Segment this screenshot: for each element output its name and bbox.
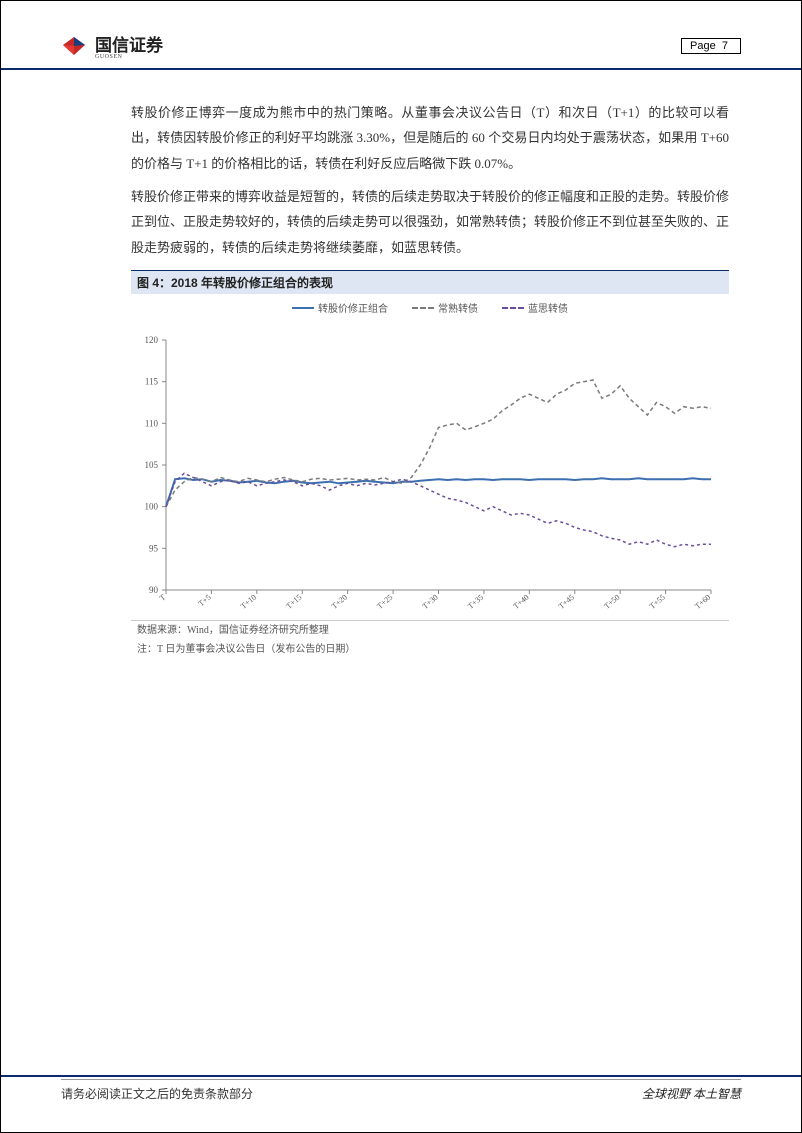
figure-title: 图 4：2018 年转股价修正组合的表现 (131, 270, 729, 294)
svg-text:T+35: T+35 (466, 593, 485, 611)
legend-label-1: 转股价修正组合 (318, 300, 388, 315)
paragraph-1: 转股价修正博弈一度成为熊市中的热门策略。从董事会决议公告日（T）和次日（T+1）… (131, 100, 729, 176)
line-chart-svg: 90 95 100 105 110 115 120 T T+5 T+10 T+15 T+20 T+25 T… (131, 315, 721, 615)
svg-text:100: 100 (145, 502, 159, 512)
svg-text:115: 115 (145, 377, 159, 387)
paragraph-2: 转股价修正带来的博弈收益是短暂的，转债的后续走势取决于转股价的修正幅度和正股的走… (131, 184, 729, 260)
svg-text:T+45: T+45 (557, 593, 576, 611)
svg-text:T+20: T+20 (330, 593, 349, 611)
svg-text:90: 90 (149, 585, 159, 595)
page-number-box: Page 7 (681, 38, 741, 54)
legend-item-changshu: 常熟转债 (412, 300, 478, 315)
svg-text:T+40: T+40 (511, 593, 530, 611)
svg-text:T+15: T+15 (284, 593, 303, 611)
page-header: 国信证券 GUOSEN Page 7 (1, 1, 801, 70)
footer-disclaimer: 请务必阅读正文之后的免责条款部分 (61, 1085, 253, 1102)
svg-text:95: 95 (149, 543, 159, 553)
legend-label-3: 蓝思转债 (528, 300, 568, 315)
legend-item-portfolio: 转股价修正组合 (292, 300, 388, 315)
svg-text:T+60: T+60 (693, 593, 712, 611)
svg-text:T+5: T+5 (197, 593, 213, 609)
logo-text-wrap: 国信证券 GUOSEN (95, 31, 163, 60)
svg-text:110: 110 (145, 418, 159, 428)
figure-note: 注：T 日为董事会决议公告日（发布公告的日期） (131, 640, 729, 659)
svg-text:T+25: T+25 (375, 593, 394, 611)
figure-4: 图 4：2018 年转股价修正组合的表现 转股价修正组合 常熟转债 蓝思转债 9… (131, 270, 729, 659)
svg-text:T: T (158, 593, 168, 603)
company-logo: 国信证券 GUOSEN (61, 31, 163, 60)
footer-slogan: 全球视野 本土智慧 (642, 1085, 741, 1102)
chart-legend: 转股价修正组合 常熟转债 蓝思转债 (131, 294, 729, 315)
main-content: 转股价修正博弈一度成为熊市中的热门策略。从董事会决议公告日（T）和次日（T+1）… (1, 70, 801, 659)
logo-diamond-icon (61, 35, 87, 57)
svg-text:T+10: T+10 (239, 593, 258, 611)
company-name: 国信证券 (95, 31, 163, 56)
svg-text:120: 120 (145, 335, 159, 345)
figure-source: 数据来源：Wind，国信证券经济研究所整理 (131, 621, 729, 640)
page-number: 7 (722, 40, 728, 52)
legend-label-2: 常熟转债 (438, 300, 478, 315)
svg-text:T+30: T+30 (421, 593, 440, 611)
chart-area: 转股价修正组合 常熟转债 蓝思转债 90 95 100 105 110 115 120 T T+… (131, 294, 729, 621)
page-footer: 请务必阅读正文之后的免责条款部分 全球视野 本土智慧 (1, 1075, 801, 1102)
svg-text:T+50: T+50 (602, 593, 621, 611)
legend-item-lansi: 蓝思转债 (502, 300, 568, 315)
svg-text:105: 105 (145, 460, 159, 470)
svg-text:T+55: T+55 (648, 593, 667, 611)
page-label: Page (690, 40, 716, 52)
